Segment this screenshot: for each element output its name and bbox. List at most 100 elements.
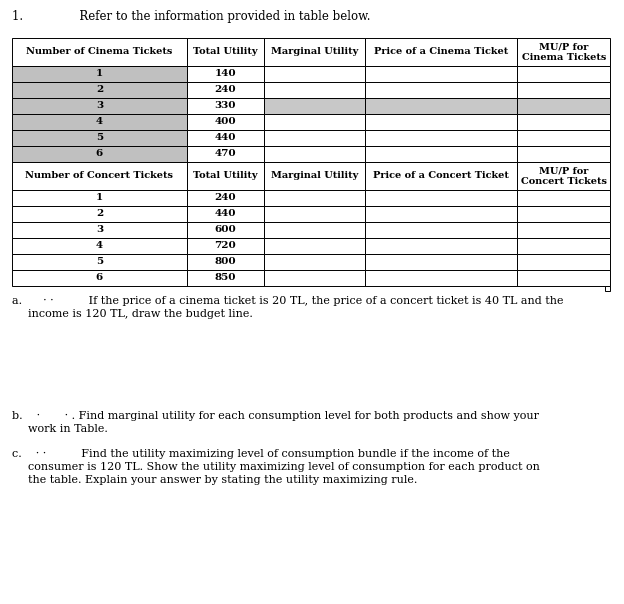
Text: 330: 330 xyxy=(215,101,236,111)
Text: 140: 140 xyxy=(215,69,236,79)
Text: 800: 800 xyxy=(215,257,236,266)
Bar xyxy=(12,222,187,238)
Bar xyxy=(365,190,517,206)
Text: 2: 2 xyxy=(96,86,103,94)
Bar xyxy=(365,206,517,222)
Text: b.    ·       · . Find marginal utility for each consumption level for both prod: b. · · . Find marginal utility for each … xyxy=(12,411,539,421)
Bar xyxy=(263,270,365,286)
Bar xyxy=(187,206,263,222)
Text: Total Utility: Total Utility xyxy=(193,48,258,57)
Bar xyxy=(187,130,263,146)
Bar xyxy=(517,238,610,254)
Text: Total Utility: Total Utility xyxy=(193,172,258,181)
Text: 1: 1 xyxy=(96,193,103,202)
Bar xyxy=(187,270,263,286)
Bar xyxy=(365,222,517,238)
Text: MU/P for
Concert Tickets: MU/P for Concert Tickets xyxy=(521,166,607,185)
Text: 4: 4 xyxy=(96,242,103,251)
Text: Marginal Utility: Marginal Utility xyxy=(271,172,358,181)
Bar xyxy=(517,38,610,66)
Bar xyxy=(517,162,610,190)
Bar xyxy=(12,162,187,190)
Bar xyxy=(365,66,517,82)
Bar xyxy=(187,162,263,190)
Bar xyxy=(605,286,610,291)
Bar xyxy=(517,98,610,114)
Bar xyxy=(365,130,517,146)
Bar xyxy=(187,82,263,98)
Bar xyxy=(263,254,365,270)
Bar xyxy=(187,254,263,270)
Bar xyxy=(517,254,610,270)
Bar xyxy=(517,206,610,222)
Bar xyxy=(187,38,263,66)
Bar xyxy=(12,66,187,82)
Text: 440: 440 xyxy=(215,210,236,219)
Text: 5: 5 xyxy=(96,257,103,266)
Text: 1.               Refer to the information provided in table below.: 1. Refer to the information provided in … xyxy=(12,10,371,23)
Text: consumer is 120 TL. Show the utility maximizing level of consumption for each pr: consumer is 120 TL. Show the utility max… xyxy=(28,462,540,472)
Bar xyxy=(12,146,187,162)
Bar xyxy=(517,270,610,286)
Bar xyxy=(365,162,517,190)
Bar xyxy=(263,82,365,98)
Bar xyxy=(263,38,365,66)
Text: Price of a Cinema Ticket: Price of a Cinema Ticket xyxy=(374,48,509,57)
Bar xyxy=(365,270,517,286)
Bar xyxy=(263,130,365,146)
Bar xyxy=(263,238,365,254)
Bar xyxy=(365,254,517,270)
Text: 6: 6 xyxy=(96,274,103,283)
Text: a.      · ·          If the price of a cinema ticket is 20 TL, the price of a co: a. · · If the price of a cinema ticket i… xyxy=(12,296,563,306)
Text: 470: 470 xyxy=(215,150,236,158)
Bar xyxy=(517,82,610,98)
Text: Marginal Utility: Marginal Utility xyxy=(271,48,358,57)
Bar xyxy=(365,114,517,130)
Text: 6: 6 xyxy=(96,150,103,158)
Text: income is 120 TL, draw the budget line.: income is 120 TL, draw the budget line. xyxy=(28,309,253,319)
Bar xyxy=(517,146,610,162)
Bar xyxy=(187,146,263,162)
Bar xyxy=(187,66,263,82)
Text: 3: 3 xyxy=(96,225,103,234)
Text: 400: 400 xyxy=(215,118,236,126)
Bar xyxy=(263,98,365,114)
Bar xyxy=(517,130,610,146)
Bar xyxy=(263,190,365,206)
Bar xyxy=(263,114,365,130)
Text: 2: 2 xyxy=(96,210,103,219)
Text: the table. Explain your answer by stating the utility maximizing rule.: the table. Explain your answer by statin… xyxy=(28,475,417,485)
Text: c.    · ·          Find the utility maximizing level of consumption bundle if th: c. · · Find the utility maximizing level… xyxy=(12,449,510,459)
Text: 600: 600 xyxy=(215,225,236,234)
Text: 1: 1 xyxy=(96,69,103,79)
Text: work in Table.: work in Table. xyxy=(28,424,108,434)
Bar xyxy=(263,66,365,82)
Text: Number of Cinema Tickets: Number of Cinema Tickets xyxy=(26,48,173,57)
Text: 3: 3 xyxy=(96,101,103,111)
Bar xyxy=(187,238,263,254)
Bar xyxy=(263,206,365,222)
Bar xyxy=(12,114,187,130)
Bar xyxy=(12,82,187,98)
Text: 850: 850 xyxy=(215,274,236,283)
Bar xyxy=(517,66,610,82)
Bar xyxy=(12,130,187,146)
Text: 440: 440 xyxy=(215,133,236,143)
Text: Number of Concert Tickets: Number of Concert Tickets xyxy=(26,172,173,181)
Bar xyxy=(12,190,187,206)
Bar xyxy=(12,270,187,286)
Bar xyxy=(263,146,365,162)
Bar xyxy=(365,98,517,114)
Text: 240: 240 xyxy=(215,193,236,202)
Bar xyxy=(365,82,517,98)
Bar xyxy=(12,254,187,270)
Bar xyxy=(12,38,187,66)
Bar xyxy=(365,38,517,66)
Text: 720: 720 xyxy=(215,242,236,251)
Bar xyxy=(12,98,187,114)
Bar xyxy=(365,146,517,162)
Bar xyxy=(187,190,263,206)
Bar xyxy=(263,222,365,238)
Bar xyxy=(12,238,187,254)
Bar xyxy=(517,114,610,130)
